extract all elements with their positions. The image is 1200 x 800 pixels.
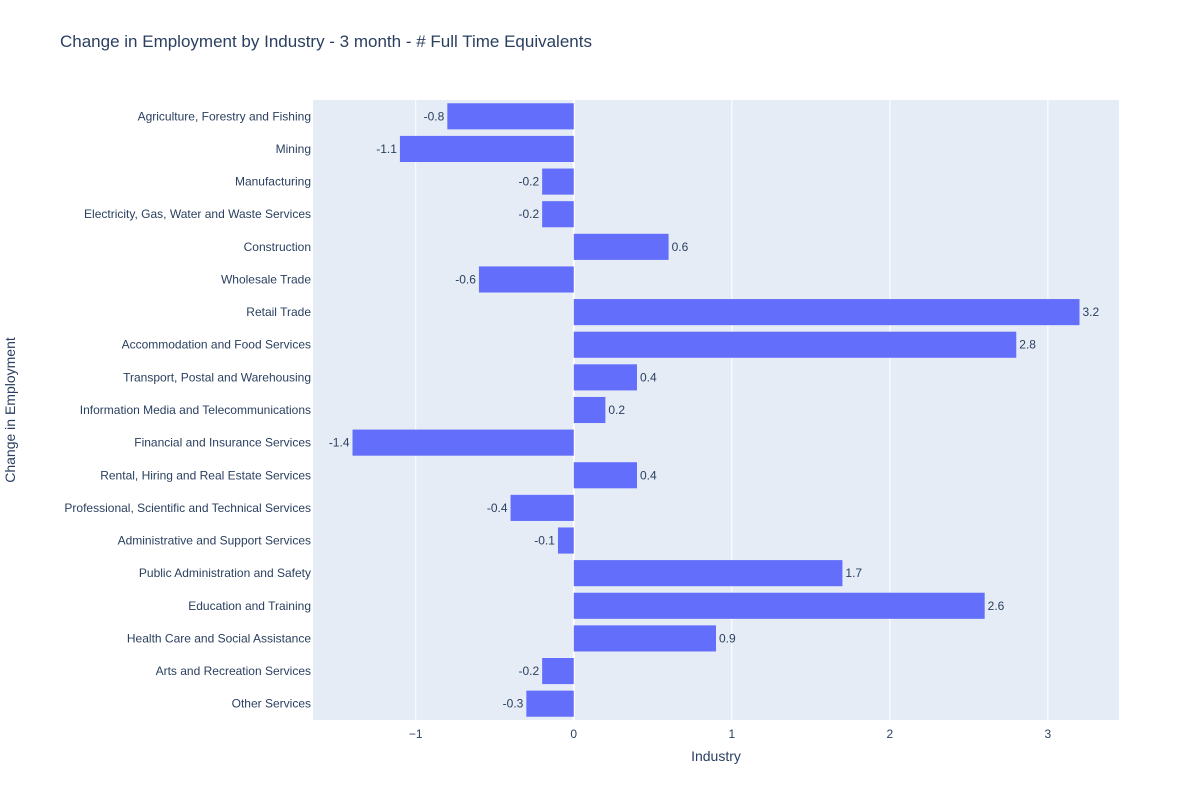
value-labels: -0.8 -1.1 -0.2 -0.2 0.6 -0.6 3.2 2.8 0.4 0.2 -1.4 0… (329, 109, 1100, 710)
bar (399, 135, 574, 162)
bar (573, 462, 637, 489)
category-label: Health Care and Social Assistance (127, 631, 311, 645)
category-label: Information Media and Telecommunications (80, 403, 311, 417)
category-label: Accommodation and Food Services (122, 338, 311, 352)
x-tick-labels: −1 0 1 2 3 (409, 727, 1052, 741)
bar (447, 103, 574, 130)
value-label: -0.4 (487, 501, 508, 515)
value-label: -0.6 (455, 272, 476, 286)
bar (478, 266, 574, 293)
category-label: Electricity, Gas, Water and Waste Servic… (84, 207, 311, 221)
category-label: Mining (276, 142, 311, 156)
value-label: 3.2 (1082, 305, 1099, 319)
value-label: 0.6 (672, 240, 689, 254)
category-label: Other Services (232, 697, 311, 711)
x-tick-label: 3 (1045, 727, 1052, 741)
value-label: 0.4 (640, 468, 657, 482)
bar (573, 625, 716, 652)
value-label: 1.7 (845, 566, 862, 580)
x-tick-label: 0 (570, 727, 577, 741)
bar (542, 658, 574, 685)
value-label: 2.8 (1019, 338, 1036, 352)
bar (573, 331, 1017, 358)
bar (526, 690, 574, 717)
value-label: -0.2 (518, 175, 539, 189)
bar (542, 201, 574, 228)
category-label: Retail Trade (246, 305, 311, 319)
value-label: 0.9 (719, 631, 736, 645)
bar (542, 168, 574, 195)
value-label: 0.2 (608, 403, 625, 417)
category-label: Education and Training (188, 599, 311, 613)
category-label: Agriculture, Forestry and Fishing (138, 109, 311, 123)
category-label: Administrative and Support Services (118, 534, 311, 548)
category-labels: Agriculture, Forestry and Fishing Mining M… (64, 109, 311, 710)
category-label: Arts and Recreation Services (156, 664, 311, 678)
bars (352, 103, 1080, 717)
bar (352, 429, 574, 456)
value-label: -1.4 (329, 436, 350, 450)
category-label: Manufacturing (235, 175, 311, 189)
bar (557, 527, 574, 554)
category-label: Rental, Hiring and Real Estate Services (100, 468, 311, 482)
value-label: -0.2 (518, 207, 539, 221)
category-label: Public Administration and Safety (139, 566, 311, 580)
value-label: 0.4 (640, 370, 657, 384)
x-axis-title: Industry (691, 748, 741, 764)
value-label: -0.8 (424, 109, 445, 123)
bar (573, 592, 985, 619)
bar (573, 299, 1080, 326)
category-label: Wholesale Trade (221, 272, 311, 286)
value-label: -0.2 (518, 664, 539, 678)
x-tick-label: 1 (728, 727, 735, 741)
value-label: -0.3 (503, 697, 524, 711)
y-axis-title: Change in Employment (2, 337, 18, 483)
value-label: 2.6 (988, 599, 1005, 613)
bar (573, 396, 606, 424)
category-label: Professional, Scientific and Technical S… (64, 501, 311, 515)
x-tick-label: 2 (886, 727, 893, 741)
bar (573, 560, 843, 587)
chart-title: Change in Employment by Industry - 3 mon… (60, 32, 592, 51)
value-label: -0.1 (534, 534, 555, 548)
category-label: Transport, Postal and Warehousing (123, 370, 311, 384)
bar (573, 233, 669, 260)
x-tick-label: −1 (409, 727, 423, 741)
bar (573, 364, 637, 391)
bar (510, 494, 574, 521)
category-label: Construction (244, 240, 311, 254)
value-label: -1.1 (376, 142, 397, 156)
category-label: Financial and Insurance Services (134, 436, 311, 450)
